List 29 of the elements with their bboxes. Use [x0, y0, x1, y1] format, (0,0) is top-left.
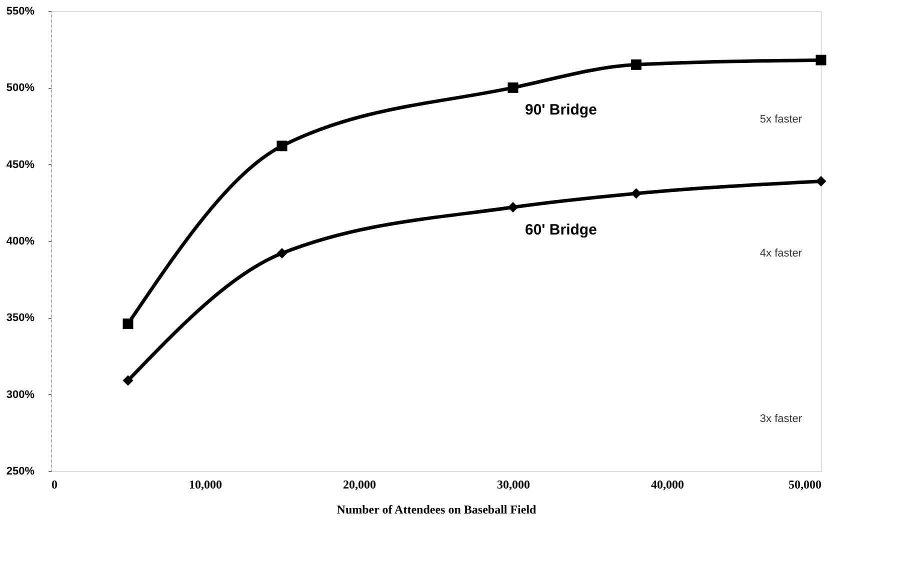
- point: [122, 375, 134, 386]
- point: [630, 188, 642, 199]
- x-tick-label: 0: [52, 478, 58, 492]
- annotation: 5x faster: [760, 114, 802, 126]
- series-label: 90' Bridge: [525, 102, 597, 119]
- point: [276, 248, 288, 259]
- y-tick-label: 350%: [6, 312, 35, 324]
- y-tick-label: 500%: [6, 82, 35, 94]
- series-label: 60' Bridge: [525, 221, 597, 238]
- point: [508, 202, 518, 213]
- annotation: 3x faster: [760, 413, 802, 426]
- point: [276, 140, 288, 152]
- point: [816, 176, 826, 186]
- y-tick-label: 550%: [6, 6, 35, 18]
- y-tick-label: 250%: [6, 466, 35, 478]
- y-tick-label: 300%: [6, 388, 35, 401]
- annotation: 4x faster: [760, 247, 802, 260]
- x-tick-label: 50,000: [788, 478, 822, 492]
- x-axis-title: Number of Attendees on Baseball Field: [336, 502, 537, 516]
- point: [508, 82, 518, 93]
- point: [630, 59, 642, 70]
- x-tick-label: 30,000: [497, 478, 530, 492]
- x-tick-label: 10,000: [189, 478, 222, 492]
- point: [816, 54, 826, 66]
- y-tick-label: 400%: [6, 236, 35, 248]
- x-tick-label: 40,000: [651, 478, 684, 492]
- x-tick-label: 20,000: [343, 478, 376, 492]
- point: [122, 318, 134, 330]
- y-tick-label: 450%: [6, 158, 35, 171]
